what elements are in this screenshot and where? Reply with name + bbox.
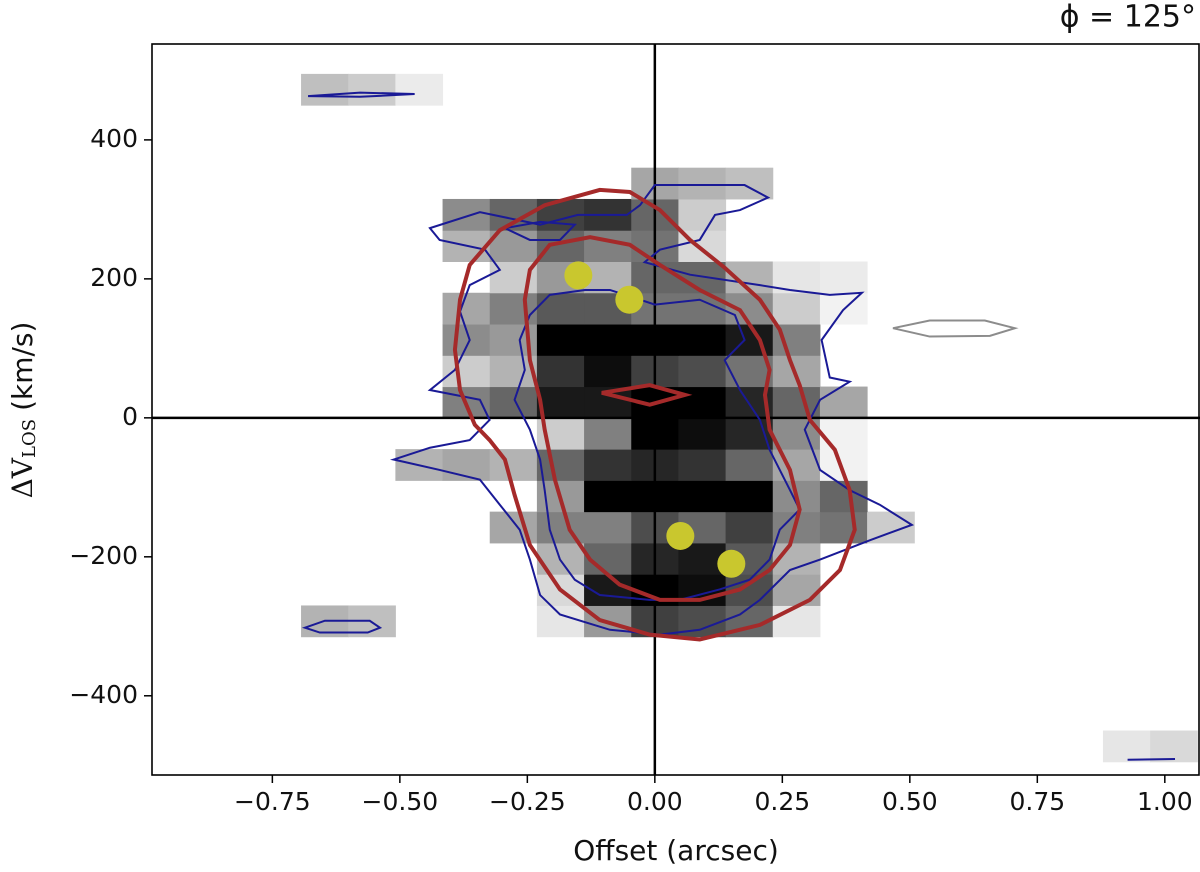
heatmap-cell <box>725 480 774 513</box>
heatmap-cell <box>584 511 632 544</box>
heatmap-cell <box>678 386 727 419</box>
heatmap-cell <box>725 167 774 200</box>
heatmap-cell <box>489 511 538 544</box>
heatmap-cell <box>584 230 632 262</box>
x-tick-label: 0.50 <box>882 787 938 816</box>
heatmap-cell <box>678 324 727 356</box>
heatmap-cell <box>1102 730 1151 763</box>
heatmap-cell <box>678 449 727 481</box>
x-tick-label: 1.00 <box>1137 787 1193 816</box>
x-tick-label: −0.25 <box>489 787 566 816</box>
contour <box>307 91 415 98</box>
heatmap-cell <box>678 355 727 388</box>
heatmap-cell <box>678 480 727 513</box>
heatmap-cell <box>536 292 585 325</box>
y-tick-label: 0 <box>122 402 138 431</box>
y-tick-label: −200 <box>69 541 138 570</box>
heatmap-cell <box>678 417 727 450</box>
axes-frame <box>151 43 1200 776</box>
chart-title: ϕ = 125° <box>1060 0 1196 35</box>
heatmap-cell <box>584 480 632 513</box>
heatmap-cell <box>536 324 585 356</box>
x-tick-label: −0.50 <box>362 787 439 816</box>
heatmap-cell <box>489 449 538 481</box>
contour <box>501 220 577 241</box>
contour <box>892 319 1019 338</box>
heatmap-cell <box>772 292 821 325</box>
heatmap-cell <box>678 167 727 200</box>
x-axis-label: Offset (arcsec) <box>573 834 779 867</box>
y-tick-label: −400 <box>69 680 138 709</box>
heatmap-cell <box>819 417 868 450</box>
scatter-point <box>717 549 746 578</box>
heatmap-cell <box>395 73 444 106</box>
heatmap-cell <box>725 449 774 481</box>
heatmap-cell <box>1150 730 1198 763</box>
heatmap-cell <box>442 355 491 388</box>
contour <box>513 288 801 601</box>
y-tick-label: 400 <box>90 124 138 153</box>
y-label-unit: (km/s) <box>6 322 39 411</box>
x-tick-label: 0.25 <box>754 787 810 816</box>
heatmap-cell <box>819 261 868 294</box>
x-tick-label: −0.75 <box>234 787 311 816</box>
heatmap-cell <box>348 73 396 106</box>
heatmap-cell <box>442 198 491 231</box>
contour <box>301 619 383 634</box>
heatmap-cell <box>819 511 868 544</box>
y-tick-label: 200 <box>90 263 138 292</box>
x-tick-label: 0.75 <box>1009 787 1065 816</box>
heatmap-cell <box>584 324 632 356</box>
heatmap-cell <box>584 449 632 481</box>
y-label-main: ΔV <box>6 457 39 498</box>
scatter-point <box>615 285 644 314</box>
plot-area <box>152 44 1200 775</box>
contour <box>452 187 857 642</box>
heatmap-cell <box>536 386 585 419</box>
scatter-point <box>564 261 593 290</box>
scatter-point <box>666 521 695 550</box>
heatmap-cell <box>536 605 585 638</box>
heatmap-cell <box>536 449 585 481</box>
heatmap-cell <box>489 292 538 325</box>
y-label-sub: LOS <box>19 419 40 458</box>
heatmap-cell <box>536 230 585 262</box>
heatmap-cell <box>301 73 349 106</box>
heatmap-cell <box>442 292 491 325</box>
heatmap-cell <box>772 605 821 638</box>
contour <box>522 235 802 602</box>
heatmap-cell <box>489 386 538 419</box>
heatmap-cell <box>584 355 632 388</box>
heatmap-cell <box>725 511 774 544</box>
heatmap-cell <box>584 417 632 450</box>
heatmap-cell <box>725 417 774 450</box>
contour <box>601 383 693 407</box>
contour <box>1127 758 1176 761</box>
contour <box>389 184 915 636</box>
heatmap-cell <box>819 386 868 419</box>
x-tick-label: 0.00 <box>627 787 683 816</box>
y-axis-label: ΔVLOS (km/s) <box>6 322 41 499</box>
heatmap-cell <box>536 355 585 388</box>
